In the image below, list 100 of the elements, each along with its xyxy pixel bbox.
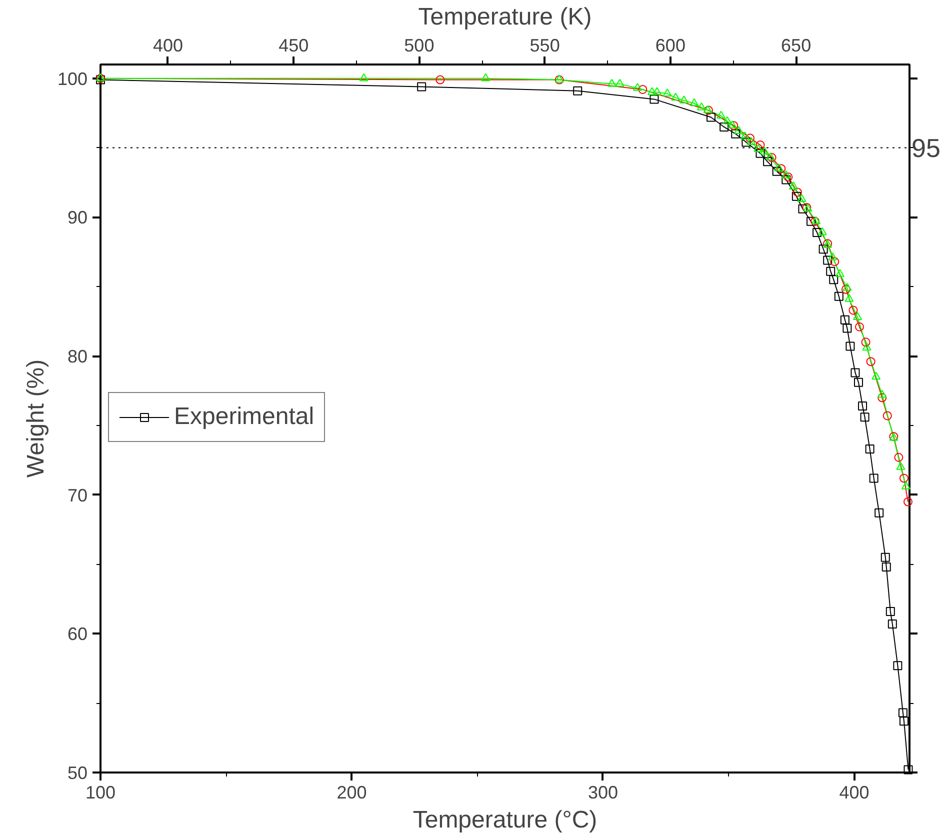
point [882,411,892,420]
point [671,92,680,101]
point [782,175,791,184]
x-axis-title: Temperature (°C) [412,806,598,834]
point [690,98,699,106]
y-tick-label: 70 [67,485,88,506]
point [792,188,802,197]
point [896,462,906,470]
ref-line-label: 95 [912,132,940,163]
point [798,204,808,214]
point [782,170,791,178]
x2-tick-label: 600 [655,36,686,56]
point [662,88,672,96]
point [882,562,891,572]
point [828,252,838,260]
point [632,82,642,91]
point [826,266,836,276]
point [858,402,868,411]
point [840,315,850,324]
point [855,322,864,332]
point [734,126,744,134]
point [818,244,828,254]
point [862,342,872,351]
y-tick-label: 60 [67,624,88,644]
point [806,216,816,226]
x-tick-label: 100 [85,782,116,802]
point [842,282,852,291]
point [872,372,881,380]
point [866,357,876,366]
point [607,78,616,87]
point [746,137,756,146]
point [880,552,890,562]
point [788,182,798,190]
point [874,508,884,518]
point [835,269,844,277]
point [841,284,850,294]
point [869,474,878,483]
x2-tick-label: 650 [781,36,812,56]
point [861,338,870,347]
point [745,134,754,143]
point [772,166,782,176]
point [417,82,426,92]
point [647,87,656,96]
point [731,129,740,138]
point [829,275,838,284]
point [823,256,832,265]
y-tick-label: 100 [57,68,88,89]
point [901,481,910,490]
point [854,378,863,387]
point [894,452,904,462]
point [754,144,763,152]
point [650,94,659,104]
point [878,390,887,398]
point [792,192,801,201]
point [865,444,874,454]
point [886,606,895,616]
point [359,73,368,82]
y-tick-label: 80 [67,346,88,367]
point [756,140,765,150]
point [784,172,793,182]
point [652,87,662,96]
point [722,116,732,124]
x-tick-label: 400 [839,782,870,802]
point [818,227,827,236]
point [756,148,765,158]
point [481,73,490,82]
point [850,368,860,378]
point [899,474,908,483]
point [903,497,912,506]
point [797,194,806,202]
point [679,95,688,104]
point [846,342,855,351]
point [760,146,770,155]
y-tick-label: 50 [67,763,88,783]
x2-tick-label: 400 [152,36,183,56]
legend-label: Experimental [174,403,314,431]
point [638,84,648,94]
point [696,102,706,110]
point [615,78,624,87]
point [888,619,897,628]
y-axis-title: Weight (%) [22,359,50,478]
point [776,164,786,174]
point [852,312,862,320]
point [573,86,582,96]
point [834,292,844,301]
point [899,716,908,726]
point [893,661,902,670]
point [830,257,840,266]
point [436,75,445,84]
point [706,112,716,122]
point [742,138,751,147]
point [774,164,784,172]
point [716,110,726,119]
point [740,132,750,140]
point [720,122,729,132]
point [878,393,887,402]
y-tick-label: 90 [67,208,88,228]
point [763,157,772,166]
point [844,294,854,302]
point [904,765,913,774]
